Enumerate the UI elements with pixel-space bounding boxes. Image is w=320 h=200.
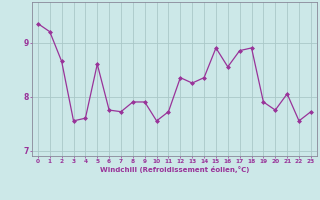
X-axis label: Windchill (Refroidissement éolien,°C): Windchill (Refroidissement éolien,°C) [100, 166, 249, 173]
